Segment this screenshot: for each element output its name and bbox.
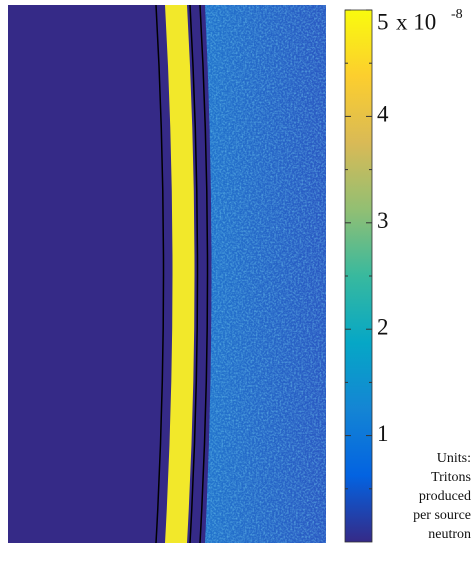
tick-label: 1: [377, 421, 389, 446]
colorbar: [344, 9, 373, 543]
boundary: [199, 5, 209, 543]
tick-label: 5: [377, 9, 389, 34]
boundary: [155, 5, 165, 543]
tick-label: 4: [377, 102, 389, 127]
tick-label: 3: [377, 208, 389, 233]
units-text: neutron: [428, 527, 471, 542]
multiplier: x 10: [396, 9, 436, 34]
units-text: Tritons: [431, 470, 471, 485]
tick-label: 2: [377, 314, 389, 339]
multiplier-exponent: -8: [451, 7, 463, 22]
units-text: Units:: [437, 451, 471, 466]
yellow-band: [165, 5, 195, 543]
units-text: per source: [413, 508, 471, 523]
boundary: [189, 5, 199, 543]
inner-region: [8, 5, 212, 543]
units-text: produced: [419, 489, 471, 504]
heatmap: [8, 5, 326, 543]
